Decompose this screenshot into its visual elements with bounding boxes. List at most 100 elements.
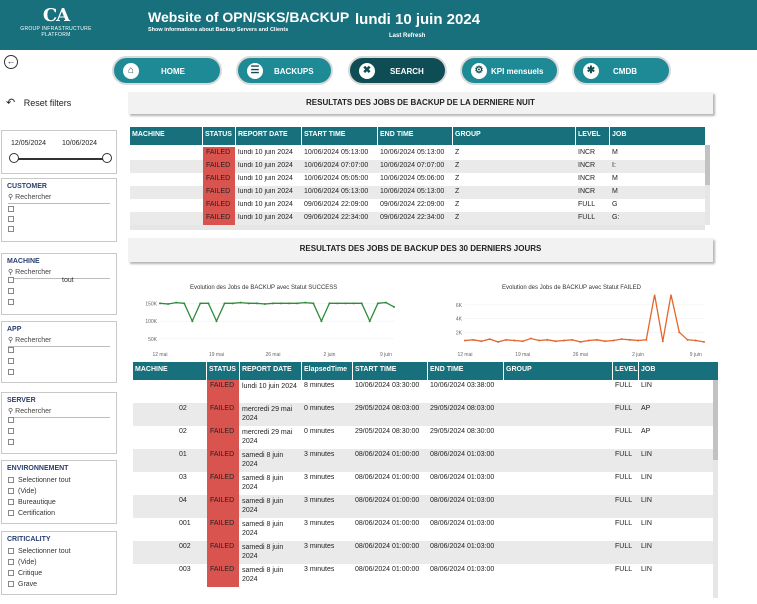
data-point[interactable] — [703, 340, 705, 343]
data-point[interactable] — [546, 338, 549, 341]
data-point[interactable] — [255, 302, 258, 305]
server-option[interactable] — [8, 428, 18, 435]
col-level[interactable]: LEVEL — [578, 131, 601, 138]
criticality-option[interactable]: Selectionner tout — [8, 548, 71, 555]
checkbox[interactable] — [8, 216, 14, 222]
data-point[interactable] — [579, 340, 582, 343]
table-row[interactable]: FAILED samedi 8 juin 2024 002 3 minutes 08/0… — [133, 541, 713, 564]
data-point[interactable] — [320, 320, 323, 323]
data-point[interactable] — [587, 339, 590, 342]
data-point[interactable] — [304, 301, 307, 304]
criticality-option[interactable]: Critique — [8, 570, 42, 577]
col-machine[interactable]: MACHINE — [135, 366, 168, 373]
data-point[interactable] — [296, 302, 299, 305]
series-line[interactable] — [159, 301, 395, 323]
table-row[interactable]: FAILED mercredi 29 mai 2024 02 0 minutes 29/… — [133, 403, 713, 426]
table-row[interactable]: FAILED lundi 10 juin 2024 10/06/2024 05:13… — [130, 147, 705, 160]
data-point[interactable] — [368, 320, 371, 323]
col-report-date[interactable]: REPORT DATE — [242, 366, 292, 373]
table-row[interactable]: FAILED samedi 8 juin 2024 001 3 minutes 08/0… — [133, 518, 713, 541]
data-point[interactable] — [464, 339, 466, 342]
customer-option[interactable] — [8, 206, 18, 213]
scrollbar-thumb[interactable] — [713, 380, 718, 460]
server-search[interactable]: ⚲ Rechercher — [8, 407, 51, 415]
data-point[interactable] — [247, 302, 250, 305]
data-point[interactable] — [686, 338, 689, 341]
checkbox[interactable] — [8, 417, 14, 423]
col-end-time[interactable]: END TIME — [380, 131, 414, 138]
data-point[interactable] — [215, 320, 218, 323]
col-end-time[interactable]: END TIME — [430, 366, 464, 373]
data-point[interactable] — [637, 339, 640, 342]
checkbox[interactable] — [8, 277, 14, 283]
data-point[interactable] — [263, 303, 266, 306]
checkbox[interactable] — [8, 299, 14, 305]
checkbox[interactable] — [8, 581, 14, 587]
data-point[interactable] — [175, 301, 178, 304]
col-machine[interactable]: MACHINE — [132, 131, 165, 138]
data-point[interactable] — [159, 302, 161, 305]
checkbox[interactable] — [8, 428, 14, 434]
data-point[interactable] — [280, 302, 283, 305]
checkbox[interactable] — [8, 347, 14, 353]
data-point[interactable] — [694, 339, 697, 342]
machine-option[interactable] — [8, 299, 18, 306]
checkbox[interactable] — [8, 439, 14, 445]
data-point[interactable] — [183, 302, 186, 305]
data-point[interactable] — [678, 331, 681, 334]
col-group[interactable]: GROUP — [506, 366, 532, 373]
nav-search-button[interactable]: ✖ SEARCH — [348, 56, 447, 85]
data-point[interactable] — [312, 302, 315, 305]
data-point[interactable] — [223, 302, 226, 305]
server-option[interactable] — [8, 417, 18, 424]
date-range-end-handle[interactable] — [102, 153, 112, 163]
server-option[interactable] — [8, 439, 18, 446]
data-point[interactable] — [288, 302, 291, 305]
environnement-option[interactable]: (Vide) — [8, 488, 37, 495]
table-row[interactable]: FAILED lundi 10 juin 2024 10/06/2024 05:05… — [130, 173, 705, 186]
nav-cmdb-button[interactable]: ✱ CMDB — [572, 56, 671, 85]
checkbox[interactable] — [8, 548, 14, 554]
checkbox[interactable] — [8, 226, 14, 232]
data-point[interactable] — [191, 320, 194, 323]
data-point[interactable] — [554, 340, 557, 343]
checkbox[interactable] — [8, 369, 14, 375]
nav-backups-button[interactable]: ☰ BACKUPS — [236, 56, 333, 85]
table-row[interactable]: FAILED samedi 8 juin 2024 03 3 minutes 08/06… — [133, 472, 713, 495]
data-point[interactable] — [653, 297, 656, 299]
nav-kpi-button[interactable]: ⚙ KPI mensuels — [460, 56, 559, 85]
reset-filters-button[interactable]: ↶ Reset filters — [6, 96, 71, 109]
col-status[interactable]: STATUS — [205, 131, 232, 138]
checkbox[interactable] — [8, 559, 14, 565]
nav-home-button[interactable]: ⌂ HOME — [112, 56, 222, 85]
date-to[interactable]: 10/06/2024 — [62, 140, 98, 147]
data-point[interactable] — [505, 338, 508, 341]
data-point[interactable] — [344, 302, 347, 305]
date-range-start-handle[interactable] — [9, 153, 19, 163]
customer-search[interactable]: ⚲ Rechercher — [8, 193, 51, 201]
data-point[interactable] — [661, 340, 664, 343]
criticality-option[interactable]: (Vide) — [8, 559, 37, 566]
scrollbar-thumb[interactable] — [705, 145, 710, 185]
col-elapsed-time[interactable]: ElapsedTime — [304, 366, 348, 373]
col-start-time[interactable]: START TIME — [355, 366, 397, 373]
checkbox[interactable] — [8, 206, 14, 212]
environnement-option[interactable]: Selectionner tout — [8, 477, 71, 484]
col-level[interactable]: LEVEL — [615, 366, 638, 373]
table-row[interactable]: FAILED samedi 8 juin 2024 003 3 minutes 08/0… — [133, 564, 713, 587]
app-option[interactable] — [8, 369, 18, 376]
col-report-date[interactable]: REPORT DATE — [238, 131, 288, 138]
checkbox[interactable] — [8, 510, 14, 516]
data-point[interactable] — [360, 302, 363, 305]
data-point[interactable] — [231, 302, 234, 305]
data-point[interactable] — [513, 339, 516, 342]
data-point[interactable] — [562, 339, 565, 342]
criticality-option[interactable]: Grave — [8, 581, 37, 588]
checkbox[interactable] — [8, 477, 14, 483]
date-from[interactable]: 12/05/2024 — [11, 140, 47, 147]
data-point[interactable] — [271, 302, 274, 305]
customer-option[interactable] — [8, 226, 18, 233]
table-row[interactable]: FAILED mercredi 29 mai 2024 02 0 minutes 29/… — [133, 426, 713, 449]
col-start-time[interactable]: START TIME — [304, 131, 346, 138]
data-point[interactable] — [199, 302, 202, 305]
